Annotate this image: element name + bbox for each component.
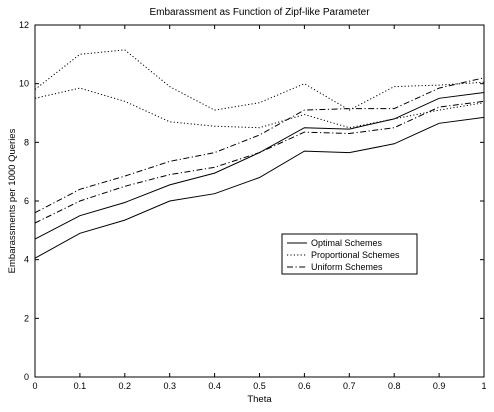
x-tick-label: 0 — [32, 381, 37, 391]
y-tick-label: 6 — [24, 196, 29, 206]
x-tick-label: 0.5 — [253, 381, 266, 391]
x-tick-label: 0.8 — [388, 381, 401, 391]
plot-frame — [34, 24, 485, 378]
x-tick-label: 0.9 — [433, 381, 446, 391]
x-tick-label: 0.3 — [163, 381, 176, 391]
y-tick-label: 12 — [19, 20, 29, 30]
series-line-4 — [34, 87, 485, 129]
chart-title: Embarassment as Function of Zipf-like Pa… — [149, 7, 370, 18]
legend-label: Optimal Schemes — [311, 238, 383, 248]
x-tick-label: 1 — [481, 381, 486, 391]
y-tick-label: 0 — [24, 372, 29, 382]
x-tick-label: 0.7 — [343, 381, 356, 391]
series-line-6 — [34, 100, 485, 224]
y-tick-label: 4 — [24, 255, 29, 265]
legend: Optimal Schemes Proportional Schemes Unifo… — [281, 233, 418, 275]
x-tick-label: 0.2 — [119, 381, 132, 391]
y-tick-label: 8 — [24, 137, 29, 147]
series-line-2 — [34, 116, 485, 259]
legend-label: Uniform Schemes — [311, 262, 383, 272]
x-tick-label: 0.6 — [298, 381, 311, 391]
y-tick-label: 2 — [24, 313, 29, 323]
legend-label: Proportional Schemes — [311, 250, 400, 260]
x-tick-label: 0.4 — [208, 381, 221, 391]
y-axis-label: Embarassments per 1000 Queries — [7, 128, 18, 273]
y-tick-label: 10 — [19, 79, 29, 89]
series-layer — [34, 49, 485, 259]
x-tick-label: 0.1 — [74, 381, 87, 391]
series-line-5 — [34, 77, 485, 214]
series-line-3 — [34, 49, 485, 111]
x-axis-label: Theta — [247, 394, 272, 405]
